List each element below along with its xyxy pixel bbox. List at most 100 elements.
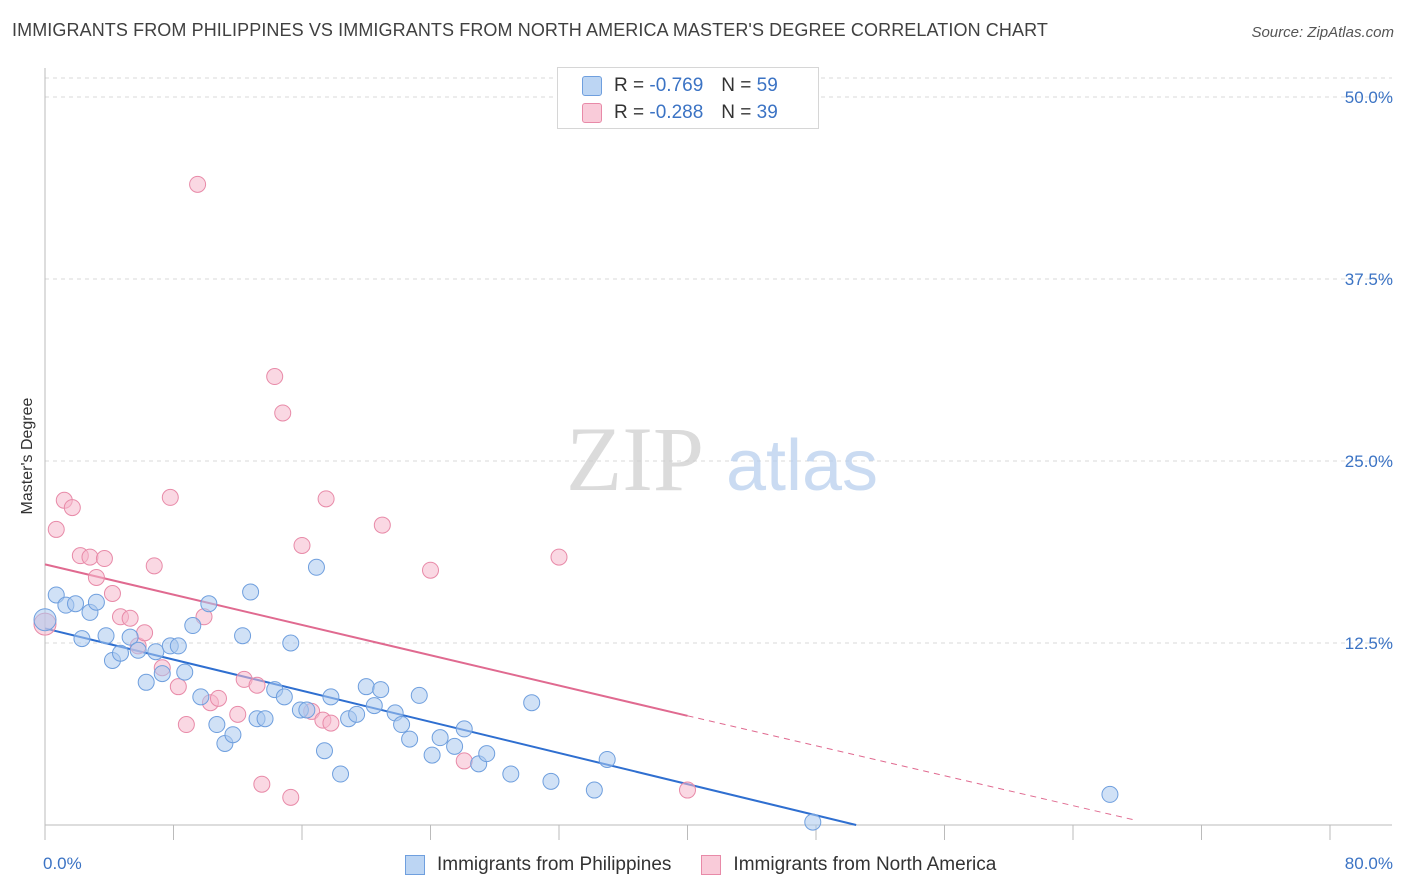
point-philippines xyxy=(208,716,226,734)
point-north-america xyxy=(47,520,65,538)
point-philippines xyxy=(372,681,390,699)
point-philippines xyxy=(446,737,464,755)
point-philippines xyxy=(129,641,147,659)
legend-item-philippines[interactable]: Immigrants from Philippines xyxy=(405,854,671,876)
point-north-america xyxy=(455,752,473,770)
point-philippines xyxy=(431,729,449,747)
x-tick-label-max: 80.0% xyxy=(1345,854,1393,873)
point-philippines xyxy=(67,595,85,613)
y-axis-label: Master's Degree xyxy=(19,397,36,515)
point-philippines xyxy=(73,630,91,648)
point-philippines xyxy=(478,745,496,763)
point-north-america xyxy=(248,676,266,694)
gridlines xyxy=(45,77,1392,644)
legend-r-value: -0.288 xyxy=(649,102,704,123)
point-philippines xyxy=(401,730,419,748)
watermark-zip: ZIP xyxy=(566,408,704,510)
point-philippines xyxy=(357,678,375,696)
point-philippines xyxy=(33,608,57,632)
point-north-america xyxy=(103,584,121,602)
point-philippines xyxy=(542,772,560,790)
point-north-america xyxy=(121,609,139,627)
point-north-america xyxy=(679,781,696,799)
axes xyxy=(44,68,1392,840)
point-philippines xyxy=(176,663,194,681)
tick-labels: 12.5% 25.0% 37.5% 50.0% 0.0% 80.0% xyxy=(43,88,1393,873)
point-north-america xyxy=(253,775,271,793)
y-tick-label: 12.5% xyxy=(1345,634,1393,653)
point-philippines xyxy=(523,694,541,712)
legend-label: Immigrants from North America xyxy=(733,854,997,875)
point-philippines xyxy=(137,673,155,691)
point-philippines xyxy=(275,688,293,706)
legend-row-north-america: R = -0.288 N = 39 xyxy=(582,100,778,126)
point-philippines xyxy=(315,742,333,760)
point-philippines xyxy=(502,765,520,783)
legend-n-value: 59 xyxy=(756,75,778,96)
point-north-america xyxy=(87,568,105,586)
point-philippines xyxy=(87,593,105,611)
point-north-america xyxy=(282,788,300,806)
point-north-america xyxy=(266,368,284,386)
trendline-north-america xyxy=(44,563,688,717)
point-north-america xyxy=(81,548,99,566)
point-philippines xyxy=(585,781,603,799)
trendlines xyxy=(44,563,1138,826)
legend-swatch-blue xyxy=(582,76,602,96)
legend-n-value: 39 xyxy=(756,102,778,123)
point-philippines xyxy=(365,697,383,715)
point-north-america xyxy=(209,689,227,707)
point-philippines xyxy=(256,710,274,728)
source-credit: Source: ZipAtlas.com xyxy=(1251,24,1394,41)
point-philippines xyxy=(224,726,242,744)
point-north-america xyxy=(293,536,311,554)
point-north-america xyxy=(161,488,179,506)
point-north-america xyxy=(550,548,568,566)
point-north-america xyxy=(322,714,340,732)
legend-r-value: -0.769 xyxy=(649,75,704,96)
point-philippines xyxy=(455,720,473,738)
point-philippines xyxy=(348,705,366,723)
point-philippines xyxy=(598,750,616,768)
point-philippines xyxy=(332,765,350,783)
point-north-america xyxy=(95,550,113,568)
point-philippines xyxy=(200,595,218,613)
point-philippines xyxy=(282,634,300,652)
y-tick-label: 50.0% xyxy=(1345,88,1393,107)
series-philippines-points xyxy=(33,558,1119,831)
point-philippines xyxy=(804,813,822,831)
point-north-america xyxy=(136,624,154,642)
point-north-america xyxy=(274,404,292,422)
point-philippines xyxy=(393,716,411,734)
y-tick-label: 37.5% xyxy=(1345,270,1393,289)
point-north-america xyxy=(145,557,163,575)
point-philippines xyxy=(121,628,139,646)
legend-swatch-pink xyxy=(701,855,722,875)
point-philippines xyxy=(298,701,316,719)
y-tick-label: 25.0% xyxy=(1345,452,1393,471)
legend-n-label: N = xyxy=(721,102,752,123)
legend-label: Immigrants from Philippines xyxy=(437,854,672,875)
point-philippines xyxy=(97,627,115,645)
legend-n-label: N = xyxy=(721,75,752,96)
legend-r-label: R = xyxy=(614,75,645,96)
point-philippines xyxy=(111,644,129,662)
correlation-legend: R = -0.769 N = 59 R = -0.288 N = 39 xyxy=(557,67,819,129)
point-north-america xyxy=(189,175,207,193)
legend-r-label: R = xyxy=(614,102,645,123)
point-philippines xyxy=(307,558,325,576)
chart-title: IMMIGRANTS FROM PHILIPPINES VS IMMIGRANT… xyxy=(12,20,1048,40)
point-north-america xyxy=(317,490,335,508)
trendline-north-america-extension xyxy=(687,715,1138,822)
point-philippines xyxy=(234,627,252,645)
legend-item-north-america[interactable]: Immigrants from North America xyxy=(701,854,996,876)
series-legend: Immigrants from Philippines Immigrants f… xyxy=(405,852,1026,878)
point-philippines xyxy=(153,665,171,683)
trendline-philippines xyxy=(44,627,857,826)
point-philippines xyxy=(169,637,187,655)
point-north-america xyxy=(373,516,391,534)
point-philippines xyxy=(322,688,340,706)
point-philippines xyxy=(147,643,165,661)
legend-swatch-blue xyxy=(405,855,425,875)
